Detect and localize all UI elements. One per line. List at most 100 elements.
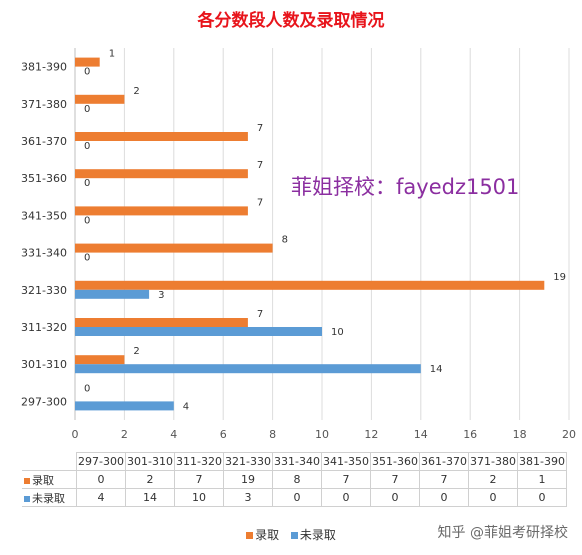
x-tick-label: 12 — [364, 428, 378, 441]
table-header-cell: 351-360 — [370, 452, 420, 471]
x-tick-label: 18 — [513, 428, 527, 441]
table-header-cell: 331-340 — [272, 452, 322, 471]
table-header-row: 297-300 301-310 311-320 321-330 331-340 341-3… — [22, 452, 567, 471]
data-label-admitted: 0 — [84, 383, 90, 394]
x-tick-label: 0 — [72, 428, 79, 441]
bar-admitted — [75, 206, 248, 216]
x-tick-label: 4 — [170, 428, 177, 441]
series-name: 录取 — [32, 473, 54, 487]
bar-not-admitted — [75, 327, 322, 336]
x-tick-label: 14 — [414, 428, 428, 441]
table-cell: 1 — [517, 470, 567, 489]
data-label-admitted: 2 — [133, 346, 139, 357]
bar-admitted — [75, 57, 100, 67]
table-cell: 0 — [419, 488, 469, 507]
data-label-admitted: 7 — [257, 197, 263, 208]
table-corner — [22, 452, 77, 471]
table-cell: 0 — [370, 488, 420, 507]
data-label-not-admitted: 4 — [183, 401, 189, 412]
data-label-not-admitted: 10 — [331, 327, 344, 338]
table-header-cell: 301-310 — [125, 452, 175, 471]
legend-label: 未录取 — [299, 528, 336, 542]
x-tick-label: 2 — [121, 428, 128, 441]
data-label-admitted: 2 — [133, 86, 139, 97]
data-label-not-admitted: 0 — [84, 215, 90, 226]
y-tick-label: 297-300 — [21, 395, 67, 408]
table-cell: 7 — [370, 470, 420, 489]
y-tick-label: 331-340 — [21, 247, 67, 260]
table-cell: 0 — [76, 470, 126, 489]
y-tick-label: 361-370 — [21, 135, 67, 148]
data-table: 297-300 301-310 311-320 321-330 331-340 341-3… — [22, 452, 567, 507]
legend-label: 录取 — [255, 528, 280, 542]
data-label-not-admitted: 3 — [158, 290, 164, 301]
table-row-header: 录取 — [22, 470, 77, 489]
table-cell: 0 — [272, 488, 322, 507]
bar-admitted — [75, 318, 248, 327]
x-tick-label: 10 — [315, 428, 329, 441]
bar-admitted — [75, 94, 125, 104]
y-tick-label: 371-380 — [21, 98, 67, 111]
table-cell: 0 — [468, 488, 518, 507]
bar-admitted — [75, 169, 248, 179]
table-cell: 0 — [517, 488, 567, 507]
legend-swatch — [24, 495, 30, 502]
y-tick-label: 311-320 — [21, 321, 67, 334]
data-label-not-admitted: 14 — [430, 364, 443, 375]
data-label-admitted: 7 — [257, 309, 263, 320]
bar-admitted — [75, 243, 273, 253]
table-cell: 2 — [125, 470, 175, 489]
legend-item-admitted: 录取 — [246, 528, 279, 542]
gridlines — [74, 48, 570, 420]
x-tick-label: 16 — [463, 428, 477, 441]
table-cell: 2 — [468, 470, 518, 489]
y-tick-label: 301-310 — [21, 358, 67, 371]
table-cell: 7 — [174, 470, 224, 489]
data-label-not-admitted: 0 — [84, 253, 90, 264]
table-cell: 4 — [76, 488, 126, 507]
chart-title: 各分数段人数及录取情况 — [197, 10, 385, 31]
bar-admitted — [75, 132, 248, 141]
data-label-admitted: 8 — [282, 235, 288, 246]
y-tick-label: 321-330 — [21, 284, 67, 297]
data-label-not-admitted: 0 — [84, 178, 90, 189]
x-tick-label: 8 — [269, 428, 276, 441]
table-row-header: 未录取 — [22, 488, 77, 507]
table-header-cell: 381-390 — [517, 452, 567, 471]
data-label-not-admitted: 0 — [84, 104, 90, 115]
table-header-cell: 361-370 — [419, 452, 469, 471]
bar-not-admitted — [75, 364, 421, 374]
table-row: 录取 0 2 7 19 8 7 7 7 2 1 — [22, 470, 567, 489]
table-cell: 0 — [321, 488, 371, 507]
table-cell: 3 — [223, 488, 273, 507]
table-header-cell: 341-350 — [321, 452, 371, 471]
table-header-cell: 321-330 — [223, 452, 273, 471]
table-cell: 19 — [223, 470, 273, 489]
table-cell: 7 — [419, 470, 469, 489]
watermark-text: 菲姐择校：fayedz1501 — [291, 175, 519, 199]
series-name: 未录取 — [32, 491, 65, 505]
table-cell: 10 — [174, 488, 224, 507]
x-tick-labels: 0 2 4 6 8 10 12 14 16 18 20 — [72, 428, 577, 441]
data-label-not-admitted: 0 — [84, 141, 90, 152]
table-cell: 8 — [272, 470, 322, 489]
legend: 录取 未录取 — [0, 526, 582, 543]
table-row: 未录取 4 14 10 3 0 0 0 0 0 0 — [22, 488, 567, 507]
table-cell: 14 — [125, 488, 175, 507]
table-header-cell: 371-380 — [468, 452, 518, 471]
x-tick-label: 6 — [220, 428, 227, 441]
bar-admitted — [75, 280, 545, 290]
data-label-admitted: 7 — [257, 123, 263, 134]
y-tick-label: 381-390 — [21, 61, 67, 74]
bar-not-admitted — [75, 289, 150, 299]
data-label-not-admitted: 0 — [84, 67, 90, 78]
legend-swatch — [24, 477, 30, 484]
bar-not-admitted — [75, 401, 174, 411]
table-header-cell: 297-300 — [76, 452, 126, 471]
data-label-admitted: 1 — [109, 49, 115, 60]
data-label-admitted: 7 — [257, 160, 263, 171]
legend-swatch — [290, 532, 298, 539]
table-header-cell: 311-320 — [174, 452, 224, 471]
